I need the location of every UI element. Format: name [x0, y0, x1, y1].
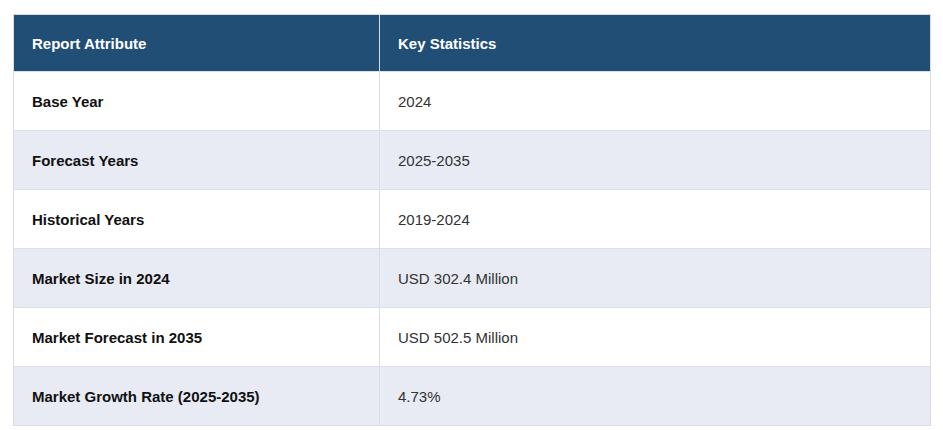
attribute-cell: Market Growth Rate (2025-2035) — [14, 367, 380, 426]
table-row: Market Growth Rate (2025-2035) 4.73% — [14, 367, 931, 426]
attribute-cell: Market Size in 2024 — [14, 249, 380, 308]
table-row: Historical Years 2019-2024 — [14, 190, 931, 249]
attribute-cell: Forecast Years — [14, 131, 380, 190]
report-statistics-table: Report Attribute Key Statistics Base Yea… — [13, 14, 931, 426]
value-cell: 2024 — [380, 72, 931, 131]
value-cell: 2025-2035 — [380, 131, 931, 190]
attribute-cell: Historical Years — [14, 190, 380, 249]
value-cell: 2019-2024 — [380, 190, 931, 249]
value-cell: USD 502.5 Million — [380, 308, 931, 367]
table-body: Base Year 2024 Forecast Years 2025-2035 … — [14, 72, 931, 426]
table-row: Base Year 2024 — [14, 72, 931, 131]
table-row: Market Forecast in 2035 USD 502.5 Millio… — [14, 308, 931, 367]
column-header-report-attribute: Report Attribute — [14, 15, 380, 72]
attribute-cell: Base Year — [14, 72, 380, 131]
header-row: Report Attribute Key Statistics — [14, 15, 931, 72]
value-cell: 4.73% — [380, 367, 931, 426]
attribute-cell: Market Forecast in 2035 — [14, 308, 380, 367]
page: Report Attribute Key Statistics Base Yea… — [0, 0, 943, 430]
column-header-key-statistics: Key Statistics — [380, 15, 931, 72]
table-row: Forecast Years 2025-2035 — [14, 131, 931, 190]
value-cell: USD 302.4 Million — [380, 249, 931, 308]
table-row: Market Size in 2024 USD 302.4 Million — [14, 249, 931, 308]
table-header: Report Attribute Key Statistics — [14, 15, 931, 72]
